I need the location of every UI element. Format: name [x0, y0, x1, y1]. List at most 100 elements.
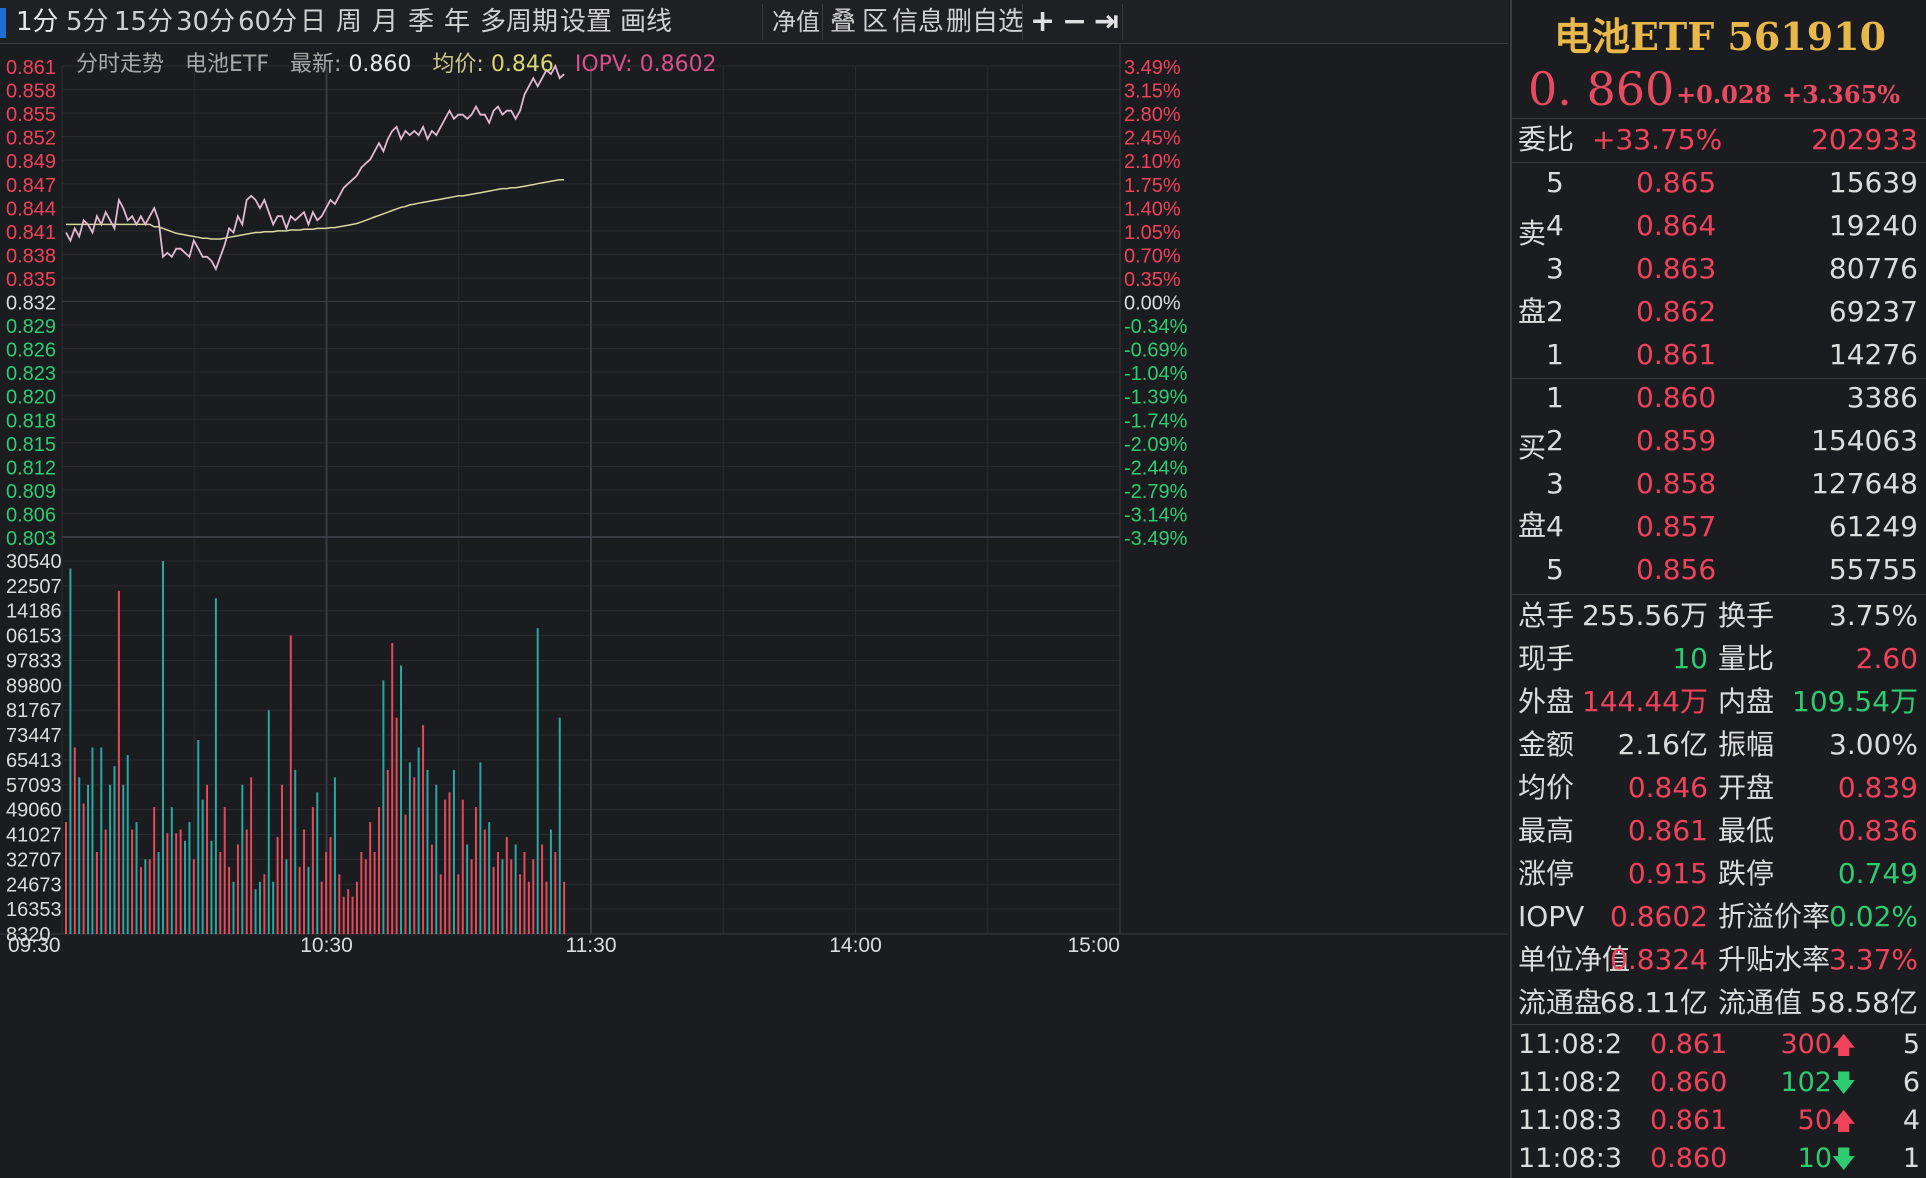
- price-tick-label: 0.820: [6, 387, 56, 409]
- overlay-button[interactable]: 叠: [830, 7, 857, 37]
- stat-value: 0.861: [1627, 814, 1708, 847]
- pct-tick-label: -2.44%: [1124, 457, 1188, 479]
- sell-level-row[interactable]: 4 0.864 19240: [1512, 206, 1926, 246]
- stat-label: 跌停: [1718, 857, 1775, 890]
- period-week-button[interactable]: 周: [336, 7, 363, 37]
- time-tick-label: 11:30: [566, 934, 617, 957]
- stat-label: 最低: [1718, 814, 1775, 847]
- stat-label: 升贴水率: [1718, 943, 1831, 976]
- price-tick-label: 0.847: [6, 175, 56, 197]
- sell-level-price: 0.861: [1636, 338, 1717, 371]
- weibi-vol: 202933: [1811, 123, 1918, 156]
- pct-tick-label: 2.45%: [1124, 128, 1181, 150]
- tick-row[interactable]: 11:08:28 0.860 102🡇 6: [1512, 1064, 1926, 1102]
- stat-value: 144.44万: [1582, 685, 1708, 718]
- buy-level-number: 1: [1546, 381, 1564, 414]
- tick-volume: 10: [1797, 1143, 1832, 1174]
- buy-level-row[interactable]: 5 0.856 55755: [1512, 550, 1926, 590]
- period-season-button[interactable]: 季: [408, 7, 435, 37]
- avg-price-line: [66, 178, 565, 240]
- jump-end-icon[interactable]: ⇥: [1094, 4, 1120, 39]
- stat-value: 0.749: [1837, 857, 1918, 890]
- period-30min-button[interactable]: 30分: [176, 7, 236, 37]
- tick-time: 11:08:31: [1518, 1105, 1622, 1136]
- sell-level-volume: 15639: [1828, 166, 1918, 199]
- price-tick-label: 0.812: [6, 457, 56, 479]
- pct-tick-label: -2.79%: [1124, 481, 1188, 503]
- toolbar-divider: [762, 4, 763, 40]
- buy-level-row[interactable]: 4 0.857 61249: [1512, 507, 1926, 547]
- pct-tick-label: 2.10%: [1124, 151, 1181, 173]
- volume-tick-label: 57093: [6, 775, 62, 797]
- period-15min-button[interactable]: 15分: [114, 7, 174, 37]
- tick-price: 0.860: [1650, 1067, 1728, 1098]
- stat-label: 流通盘: [1518, 986, 1603, 1019]
- price-tick-label: 0.823: [6, 363, 56, 385]
- tick-count: 6: [1902, 1067, 1920, 1098]
- buy-level-row[interactable]: 3 0.858 127648: [1512, 464, 1926, 504]
- period-1min-button[interactable]: 1分: [16, 7, 59, 37]
- buy-level-price: 0.857: [1636, 510, 1717, 543]
- chart-canvas[interactable]: 0.8610.8580.8550.8520.8490.8470.8440.841…: [0, 44, 1508, 1178]
- intraday-chart[interactable]: 0.861 0.858 0.855 0.852 0.849 0.847 0.844 0.841…: [0, 44, 1508, 1178]
- tick-row[interactable]: 11:08:37 0.860 10🡇 1: [1512, 1140, 1926, 1178]
- pct-tick-label: -0.69%: [1124, 340, 1188, 362]
- period-year-button[interactable]: 年: [444, 7, 471, 37]
- settings-button[interactable]: 设置: [560, 7, 613, 37]
- tick-time: 11:08:37: [1518, 1143, 1622, 1174]
- price-tick-label: 0.815: [6, 434, 56, 456]
- time-tick-label: 14:00: [829, 934, 882, 957]
- chart-type-label: 分时走势: [76, 52, 165, 77]
- quote-panel: 电池ETF 561910 0. 860 +0.028 +3.365% 委比 +3…: [1510, 0, 1926, 1178]
- buy-level-row[interactable]: 2 0.859 154063: [1512, 421, 1926, 461]
- period-60min-button[interactable]: 60分: [238, 7, 298, 37]
- stat-label: 量比: [1718, 642, 1775, 675]
- tick-row[interactable]: 11:08:31 0.861 50🡅 4: [1512, 1102, 1926, 1140]
- security-name: 电池ETF: [185, 52, 270, 77]
- info-button[interactable]: 信息: [892, 7, 945, 37]
- volume-tick-label: 97833: [6, 650, 62, 672]
- stat-row: 外盘 144.44万 内盘 109.54万: [1512, 682, 1926, 722]
- pct-tick-label: -2.09%: [1124, 434, 1188, 456]
- pct-tick-label: -1.74%: [1124, 410, 1188, 432]
- sell-level-volume: 69237: [1828, 295, 1918, 328]
- pct-tick-label: -3.49%: [1124, 528, 1188, 550]
- range-button[interactable]: 区: [862, 7, 889, 37]
- volume-tick-label: 49060: [6, 800, 62, 822]
- nav-button[interactable]: 净值: [772, 8, 820, 36]
- remove-watchlist-button[interactable]: 删自选: [946, 7, 1025, 37]
- pct-tick-label: 1.75%: [1124, 175, 1181, 197]
- sell-level-price: 0.864: [1636, 209, 1717, 242]
- toolbar-divider: [822, 4, 823, 40]
- stat-row: 金额 2.16亿 振幅 3.00%: [1512, 725, 1926, 765]
- volume-tick-label: 81767: [6, 700, 62, 722]
- volume-tick-label: 16353: [6, 899, 62, 921]
- tick-row[interactable]: 11:08:25 0.861 300🡅 5: [1512, 1026, 1926, 1064]
- sell-level-row[interactable]: 1 0.861 14276: [1512, 335, 1926, 375]
- period-month-button[interactable]: 月: [372, 7, 399, 37]
- period-5min-button[interactable]: 5分: [66, 7, 109, 37]
- weibi-pct: +33.75%: [1592, 123, 1723, 156]
- draw-line-button[interactable]: 画线: [620, 7, 673, 37]
- period-day-button[interactable]: 日: [300, 7, 327, 37]
- stat-value: 2.16亿: [1617, 728, 1708, 761]
- arrow-down-icon: 🡇: [1831, 1069, 1856, 1097]
- buy-level-row[interactable]: 1 0.860 3386: [1512, 378, 1926, 418]
- plus-icon[interactable]: +: [1030, 4, 1056, 39]
- arrow-up-icon: 🡅: [1831, 1107, 1856, 1135]
- sell-level-row[interactable]: 3 0.863 80776: [1512, 249, 1926, 289]
- pct-tick-label: 0.70%: [1124, 245, 1181, 267]
- sell-level-row[interactable]: 5 0.865 15639: [1512, 163, 1926, 203]
- divider: [1512, 118, 1926, 119]
- buy-level-price: 0.856: [1636, 553, 1717, 586]
- minus-icon[interactable]: −: [1062, 4, 1088, 39]
- stat-label: 均价: [1518, 771, 1575, 804]
- stat-label: 折溢价率: [1718, 900, 1831, 933]
- stat-label: 外盘: [1518, 685, 1575, 718]
- grid: [0, 44, 1508, 935]
- sell-level-row[interactable]: 2 0.862 69237: [1512, 292, 1926, 332]
- multi-period-button[interactable]: 多周期: [480, 7, 559, 37]
- price-change: +0.028: [1676, 80, 1772, 109]
- buy-level-price: 0.859: [1636, 424, 1717, 457]
- sell-level-price: 0.862: [1636, 295, 1717, 328]
